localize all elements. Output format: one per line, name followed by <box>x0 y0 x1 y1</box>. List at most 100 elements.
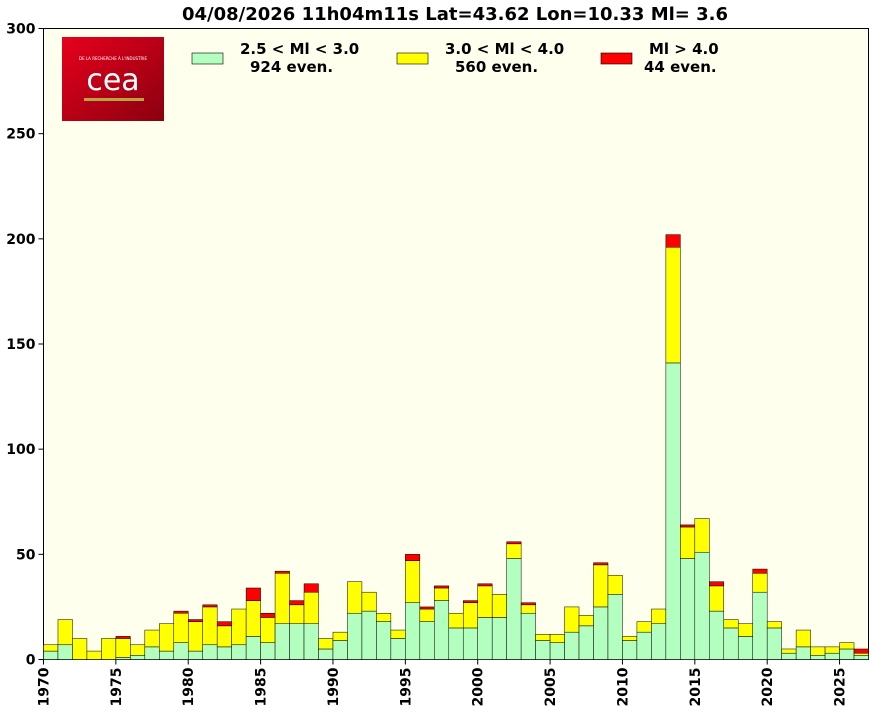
y-tick-label-100: 100 <box>6 442 35 458</box>
x-tick-label-2025: 2025 <box>833 668 849 707</box>
bar-2026-series-1 <box>853 652 869 656</box>
bar-2021-series-1 <box>781 648 797 654</box>
bar-1982-series-0 <box>216 646 232 660</box>
bar-1978-series-1 <box>159 623 175 652</box>
legend-label-1: 3.0 < Ml < 4.0 <box>445 40 564 58</box>
logo-text: cea <box>86 63 139 98</box>
x-tick-label-1985: 1985 <box>254 668 270 707</box>
bar-2018-series-1 <box>737 623 753 637</box>
bar-2019-series-1 <box>752 573 768 593</box>
bar-1988-series-2 <box>303 583 319 593</box>
bar-1972-series-1 <box>72 638 88 660</box>
bar-2014-series-0 <box>680 558 696 660</box>
bar-1981-series-1 <box>202 606 218 646</box>
bar-1977-series-0 <box>144 646 160 660</box>
bar-2011-series-1 <box>636 621 652 633</box>
logo-subtitle: DE LA RECHERCHE À L'INDUSTRIE <box>79 56 147 61</box>
bar-1984-series-2 <box>245 587 261 601</box>
bar-2020-series-0 <box>766 627 782 660</box>
bar-2007-series-1 <box>578 615 594 627</box>
bar-1989-series-0 <box>318 648 334 660</box>
bar-1996-series-1 <box>419 608 435 622</box>
x-tick-label-2010: 2010 <box>615 667 631 706</box>
bar-1998-series-1 <box>448 612 464 629</box>
bar-2023-series-1 <box>810 646 826 656</box>
bar-1996-series-2 <box>419 606 435 610</box>
bar-2002-series-1 <box>506 543 522 559</box>
bar-1976-series-0 <box>130 655 146 660</box>
bar-1991-series-0 <box>347 612 363 660</box>
bar-1989-series-1 <box>318 638 334 650</box>
bar-1983-series-1 <box>231 608 247 646</box>
bar-1982-series-2 <box>216 621 232 627</box>
bar-1984-series-0 <box>245 636 261 660</box>
bar-1973-series-1 <box>86 650 102 660</box>
bar-1998-series-0 <box>448 627 464 660</box>
legend-count-0: 924 even. <box>250 58 333 76</box>
bar-1994-series-0 <box>390 638 406 660</box>
bar-2001-series-1 <box>491 594 507 618</box>
bar-1975-series-0 <box>115 657 131 660</box>
bar-2004-series-1 <box>535 634 551 641</box>
bar-2020-series-1 <box>766 621 782 629</box>
bar-1987-series-0 <box>289 623 305 660</box>
bar-2024-series-1 <box>824 646 840 654</box>
bar-2026-series-2 <box>853 648 869 654</box>
x-tick-label-2015: 2015 <box>688 668 704 707</box>
bar-2002-series-2 <box>506 541 522 545</box>
x-tick-label-1980: 1980 <box>181 667 197 706</box>
bar-2008-series-2 <box>593 562 609 566</box>
bar-1979-series-0 <box>173 642 189 660</box>
bar-1987-series-1 <box>289 604 305 624</box>
y-tick-label-50: 50 <box>16 547 36 563</box>
bar-1997-series-0 <box>434 600 450 660</box>
bar-2013-series-1 <box>665 246 681 364</box>
bar-2013-series-0 <box>665 362 681 660</box>
bar-2025-series-1 <box>839 642 855 650</box>
y-tick-label-0: 0 <box>26 653 36 669</box>
bar-2000-series-1 <box>477 585 493 618</box>
y-tick-label-300: 300 <box>6 22 35 38</box>
bar-2017-series-1 <box>723 619 739 629</box>
bar-2019-series-2 <box>752 568 768 574</box>
plot-area <box>43 28 869 660</box>
bar-1990-series-0 <box>332 640 348 660</box>
bar-2016-series-2 <box>709 581 725 587</box>
bar-1992-series-1 <box>361 591 377 612</box>
bar-2006-series-1 <box>564 606 580 633</box>
bar-1976-series-1 <box>130 644 146 656</box>
bar-1980-series-2 <box>187 619 203 622</box>
bar-1974-series-1 <box>101 638 117 660</box>
bar-1971-series-0 <box>57 644 73 660</box>
bar-1991-series-1 <box>347 581 363 614</box>
bar-1971-series-1 <box>57 619 73 646</box>
bar-2003-series-1 <box>520 604 536 614</box>
bar-2016-series-1 <box>709 585 725 612</box>
bar-1999-series-1 <box>462 602 478 629</box>
bar-2008-series-0 <box>593 606 609 660</box>
bar-2012-series-0 <box>651 623 667 660</box>
bar-2000-series-2 <box>477 583 493 587</box>
x-tick-label-1970: 1970 <box>37 667 53 706</box>
bar-1988-series-0 <box>303 623 319 660</box>
y-tick-label-200: 200 <box>6 232 35 248</box>
bar-1981-series-2 <box>202 604 218 608</box>
x-tick-label-1990: 1990 <box>326 667 342 706</box>
bar-1995-series-0 <box>405 602 421 660</box>
bar-2005-series-1 <box>549 634 565 643</box>
bar-1996-series-0 <box>419 621 435 660</box>
bar-2009-series-0 <box>607 594 623 660</box>
bar-2022-series-1 <box>795 629 811 648</box>
bar-1999-series-2 <box>462 600 478 603</box>
bar-2002-series-0 <box>506 558 522 660</box>
bar-2009-series-1 <box>607 575 623 595</box>
y-tick-label-150: 150 <box>6 337 35 353</box>
bar-1993-series-0 <box>376 621 392 660</box>
bar-2006-series-0 <box>564 631 580 660</box>
bar-1977-series-1 <box>144 629 160 648</box>
bar-2003-series-0 <box>520 612 536 660</box>
bar-1986-series-0 <box>274 623 290 660</box>
bar-2021-series-0 <box>781 652 797 660</box>
legend-label-0: 2.5 < Ml < 3.0 <box>240 40 359 58</box>
bar-1975-series-1 <box>115 638 131 658</box>
